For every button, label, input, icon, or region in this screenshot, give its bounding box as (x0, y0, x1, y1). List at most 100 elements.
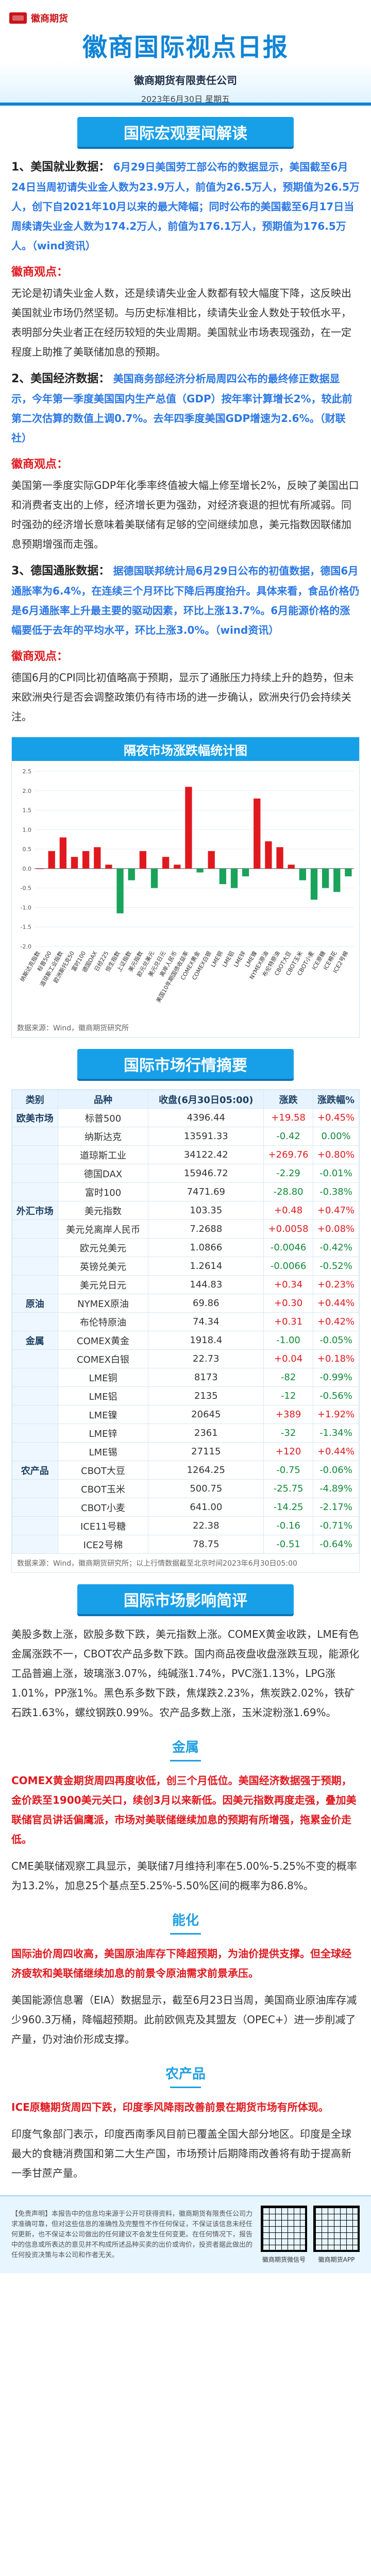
market-table-header: 类别 品种 收盘(6月30日05:00) 涨跌 涨跌幅% (12, 1090, 359, 1109)
change-cell: -14.25 (263, 1498, 314, 1517)
market-table-row: 美元兑日元 144.83 +0.34 +0.23% (12, 1275, 359, 1294)
chart-bar (139, 851, 146, 869)
cat-cell (12, 1349, 58, 1368)
chart-bar (322, 868, 329, 888)
market-table-row: 外汇市场 美元指数 103.35 +0.48 +0.47% (12, 1201, 359, 1220)
market-table: 类别 品种 收盘(6月30日05:00) 涨跌 涨跌幅% 欧美市场 标普500 4396.4… (12, 1090, 359, 1554)
qr-code-icon (313, 2206, 360, 2252)
energy-underline (170, 1933, 201, 1935)
energy-detail: 美国能源信息署（EIA）数据显示，截至6月23日当周，美国商业原油库存减少960… (11, 1994, 357, 2045)
change-pct-cell: +1.92% (313, 1405, 359, 1424)
macro-item-1-title: 1、美国就业数据： (11, 161, 110, 174)
cat-cell: 外汇市场 (12, 1201, 58, 1220)
cat-cell (12, 1275, 58, 1294)
change-cell: -0.51 (263, 1535, 314, 1554)
chart-bar (196, 868, 204, 873)
chart-bar (128, 868, 135, 880)
change-cell: -0.75 (263, 1461, 314, 1480)
change-pct-cell: -0.01% (313, 1164, 359, 1183)
change-cell: -12 (263, 1386, 314, 1405)
market-table-note: 数据来源：Wind，徽商期货研究所；以上行情数据截至北京时间2023年6月30日… (17, 1560, 297, 1568)
macro-item-2-summary: 美国商务部经济分析局周四公布的最终修正数据显示，今年第一季度美国国内生产总值（G… (11, 372, 352, 444)
change-pct-cell: -0.38% (313, 1182, 359, 1201)
cat-cell (12, 1182, 58, 1201)
cat-cell: 金属 (12, 1331, 58, 1350)
y-tick-label: 2.5 (23, 768, 32, 775)
chart-bar (230, 868, 238, 888)
cat-cell (12, 1479, 58, 1498)
name-cell: LME锌 (57, 1423, 149, 1443)
chart-bar (59, 837, 66, 869)
close-cell: 78.75 (148, 1535, 264, 1554)
impact-summary: 美股多数上涨，欧股多数下跌，美元指数上涨。COMEX黄金收跌，LME有色金属涨跌… (11, 1628, 360, 1719)
market-table-header-cell: 品种 (57, 1090, 149, 1109)
cat-cell (12, 1442, 58, 1461)
chart-bar (299, 868, 306, 880)
cat-cell (12, 1164, 58, 1183)
change-pct-cell: -0.56% (313, 1386, 359, 1405)
change-pct-cell: +0.44% (313, 1442, 359, 1461)
name-cell: 纳斯达克 (57, 1127, 149, 1146)
market-table-row: 英镑兑美元 1.2614 -0.0066 -0.52% (12, 1257, 359, 1276)
macro-item-2-tag: 徽商观点： (11, 458, 69, 471)
chart-bar (219, 868, 226, 885)
impact-content: 美股多数上涨，欧股多数下跌，美元指数上涨。COMEX黄金收跌，LME有色金属涨跌… (0, 1624, 371, 2183)
change-pct-cell: +0.18% (313, 1349, 359, 1368)
chart-bar (48, 851, 55, 869)
chart-bar (150, 868, 158, 888)
change-cell: -0.42 (263, 1127, 314, 1146)
logo-text: 徽商期货 (31, 13, 68, 24)
market-table-row: 金属 COMEX黄金 1918.4 -1.00 -0.05% (12, 1331, 359, 1350)
chart-source-note: 数据来源：Wind，徽商期货研究所 (17, 1024, 129, 1032)
macro-item-3-tag: 徽商观点： (11, 650, 69, 663)
change-cell: +0.04 (263, 1349, 314, 1368)
chart-bar (174, 865, 181, 869)
overnight-change-chart: -2.0-1.5-1.0-0.50.00.51.01.52.02.5纳斯达克指数… (19, 768, 354, 1004)
change-cell: +0.48 (263, 1201, 314, 1220)
report-footer: 【免责声明】本报告中的信息均来源于公开可获得资料，徽商期货有限责任公司力求准确可… (0, 2195, 371, 2273)
overnight-chart-panel: 隔夜市场涨跌幅统计图 -2.0 -1.5 -1.0 -0.5 0.0 0.5 1.0 1.5 2… (11, 737, 360, 1038)
agri-detail: 印度气象部门表示，印度西南季风目前已覆盖全国大部分地区。印度是全球最大的食糖消费… (11, 2128, 351, 2179)
macro-section-title: 国际宏观要闻解读 (77, 117, 294, 147)
energy-key-point: 国际油价周四收高，美国原油库存下降超预期，为油价提供支撑。但全球经济疲软和美联储… (11, 1947, 351, 1979)
market-table-row: COMEX白银 22.73 +0.04 +0.18% (12, 1349, 359, 1368)
agri-key-point: ICE原糖期货周四下跌，印度季风降雨改善前景在期货市场有所体现。 (11, 2101, 329, 2113)
close-cell: 2135 (148, 1386, 264, 1405)
report-header: 徽商期货 徽商国际视点日报 徽商期货有限责任公司 2023年6月30日 星期五 (0, 0, 371, 106)
change-cell: -25.75 (263, 1479, 314, 1498)
change-cell: +0.34 (263, 1275, 314, 1294)
market-table-row: 纳斯达克 13591.33 -0.42 0.00% (12, 1127, 359, 1146)
cat-cell (12, 1219, 58, 1239)
change-pct-cell: -0.52% (313, 1257, 359, 1276)
change-pct-cell: -1.34% (313, 1423, 359, 1443)
metals-detail: CME美联储观察工具显示，美联储7月维持利率在5.00%-5.25%不变的概率为… (11, 1860, 357, 1892)
y-tick-label: 1.5 (23, 807, 32, 814)
close-cell: 1264.25 (148, 1461, 264, 1480)
close-cell: 7471.69 (148, 1182, 264, 1201)
chart-bar (208, 851, 215, 869)
close-cell: 7.2688 (148, 1219, 264, 1239)
name-cell: CBOT玉米 (57, 1479, 149, 1498)
y-tick-label: -0.5 (21, 885, 31, 892)
market-table-row: 德国DAX 15946.72 -2.29 -0.01% (12, 1164, 359, 1183)
close-cell: 74.34 (148, 1312, 264, 1331)
close-cell: 27115 (148, 1442, 264, 1461)
cat-cell (12, 1535, 58, 1554)
report-title: 徽商国际视点日报 (82, 33, 289, 62)
close-cell: 4396.44 (148, 1108, 264, 1127)
market-table-row: 欧元兑美元 1.0866 -0.0046 -0.42% (12, 1238, 359, 1257)
cat-cell (12, 1145, 58, 1164)
name-cell: NYMEX原油 (57, 1294, 149, 1313)
cat-cell (12, 1238, 58, 1257)
name-cell: COMEX黄金 (57, 1331, 149, 1350)
cat-cell: 原油 (12, 1294, 58, 1313)
y-tick-label: 0.0 (23, 866, 32, 872)
chart-bar (71, 857, 78, 869)
change-pct-cell: +0.44% (313, 1294, 359, 1313)
chart-bar (116, 868, 124, 913)
close-cell: 103.35 (148, 1201, 264, 1220)
market-table-row: 原油 NYMEX原油 69.86 +0.30 +0.44% (12, 1294, 359, 1313)
market-table-header-cell: 涨跌幅% (313, 1090, 359, 1109)
name-cell: 富时100 (57, 1182, 149, 1201)
close-cell: 69.86 (148, 1294, 264, 1313)
